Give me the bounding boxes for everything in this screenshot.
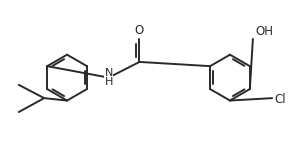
- Text: N
H: N H: [104, 68, 113, 87]
- Text: OH: OH: [255, 25, 273, 38]
- Text: O: O: [135, 24, 144, 37]
- Text: Cl: Cl: [274, 93, 286, 106]
